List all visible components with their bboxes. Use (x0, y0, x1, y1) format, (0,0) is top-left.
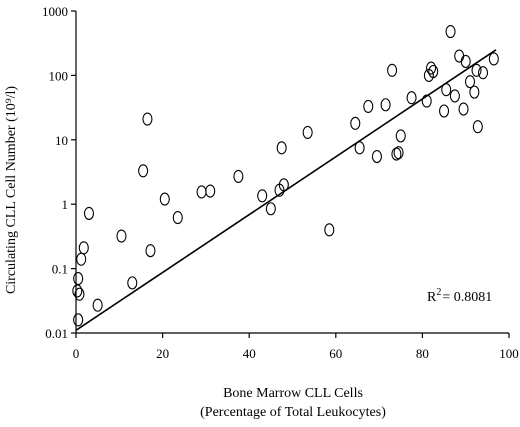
data-point (83, 206, 95, 220)
data-point (454, 49, 465, 63)
data-point (469, 85, 480, 99)
data-point (74, 287, 85, 301)
data-point (302, 125, 313, 140)
x-tick-label: 80 (416, 346, 429, 361)
axes (75, 11, 509, 334)
x-tick-label: 60 (329, 346, 342, 361)
r-squared-superscript: 2 (436, 287, 441, 298)
data-point (257, 189, 268, 203)
data-points (72, 24, 499, 327)
data-point (72, 284, 83, 298)
data-point (116, 229, 127, 243)
x-tick-label: 40 (243, 346, 256, 361)
data-point (159, 192, 170, 206)
data-point (350, 116, 361, 130)
data-point (471, 63, 482, 77)
data-point (458, 102, 469, 116)
data-point (395, 129, 406, 143)
data-point (73, 272, 84, 286)
data-point (196, 185, 207, 199)
data-point (92, 298, 103, 312)
x-tick-label: 20 (156, 346, 169, 361)
data-point (393, 146, 404, 160)
r-squared-label: R2= 0.8081 (427, 287, 492, 305)
y-tick-label: 10 (55, 133, 68, 148)
data-point (205, 184, 216, 198)
data-point (363, 99, 374, 113)
data-point (142, 112, 153, 126)
r-squared-prefix: R (427, 290, 437, 305)
y-axis-title: Circulating CLL Cell Number (10⁹/l) (4, 86, 19, 294)
r-squared-value: = 0.8081 (442, 290, 492, 305)
y-tick-label: 0.01 (45, 326, 68, 341)
data-point (428, 64, 439, 79)
data-point (441, 83, 452, 97)
data-point (145, 244, 156, 258)
data-point (78, 241, 89, 255)
data-point (76, 252, 87, 266)
data-point (460, 54, 471, 68)
data-point (488, 52, 499, 66)
data-point (138, 164, 149, 178)
data-point (464, 75, 476, 89)
data-point (127, 276, 138, 290)
y-tick-label: 1000 (42, 4, 68, 19)
data-point (449, 89, 460, 103)
data-point (172, 211, 183, 225)
y-ticks: 0.01 0.1 1 10 100 1000 (42, 4, 76, 341)
data-point (472, 120, 483, 134)
data-point (426, 61, 437, 75)
y-tick-label: 0.1 (52, 262, 68, 277)
data-point (354, 141, 365, 155)
x-axis-title: Bone Marrow CLL Cells (223, 386, 363, 401)
data-point (438, 104, 450, 118)
data-point (421, 94, 432, 108)
data-point (233, 169, 244, 183)
data-point (406, 91, 417, 105)
y-tick-label: 100 (49, 68, 69, 83)
data-point (387, 63, 398, 77)
data-point (477, 66, 489, 80)
x-ticks: 0 20 40 60 80 100 (73, 333, 519, 361)
x-axis-title-line2: (Percentage of Total Leukocytes) (200, 405, 386, 420)
data-point (324, 223, 335, 237)
data-point (445, 24, 456, 39)
x-tick-label: 0 (73, 346, 80, 361)
x-tick-label: 100 (499, 346, 519, 361)
data-point (380, 98, 391, 112)
data-point (276, 141, 287, 155)
data-point (278, 178, 289, 192)
data-point (371, 149, 382, 164)
data-point (265, 202, 276, 216)
data-point (73, 313, 84, 327)
y-tick-label: 1 (62, 197, 69, 212)
